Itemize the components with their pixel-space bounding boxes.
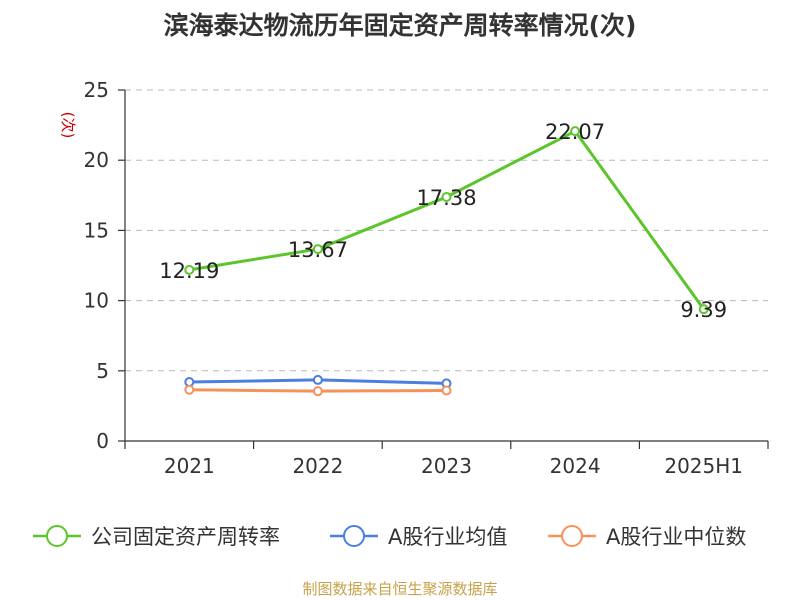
legend-label: 公司固定资产周转率 <box>91 525 280 549</box>
y-tick-label: 25 <box>84 78 109 102</box>
legend-marker <box>561 525 583 547</box>
data-label: 12.19 <box>159 259 219 283</box>
data-point <box>184 384 195 395</box>
data-label: 17.38 <box>416 186 476 210</box>
legend-marker <box>46 525 68 547</box>
x-tick-label: 2023 <box>421 454 472 478</box>
data-label: 13.67 <box>288 238 348 262</box>
x-tick-label: 2022 <box>292 454 343 478</box>
data-point <box>312 374 323 385</box>
data-point <box>184 264 195 275</box>
data-point <box>570 126 581 137</box>
data-point <box>441 191 452 202</box>
data-point <box>698 304 709 315</box>
data-point <box>441 385 452 396</box>
y-tick-label: 20 <box>84 148 109 172</box>
axes: 0 5 10 15 20 25 (次) 2021 2022 2023 2024 2025H1 <box>59 78 769 478</box>
source-note: 制图数据来自恒生聚源数据库 <box>302 580 498 598</box>
data-labels: 12.19 13.67 17.38 22.07 9.39 <box>159 120 727 322</box>
y-tick-label: 15 <box>84 218 109 242</box>
chart-title: 滨海泰达物流历年固定资产周转率情况(次) <box>163 11 637 40</box>
data-point <box>312 386 323 397</box>
series-layer <box>184 126 709 397</box>
legend-label: A股行业均值 <box>388 525 507 549</box>
y-tick-label: 5 <box>96 359 109 383</box>
data-label: 9.39 <box>680 298 727 322</box>
grid-lines <box>125 89 768 372</box>
x-tick-label: 2024 <box>550 454 601 478</box>
legend-label: A股行业中位数 <box>606 525 746 549</box>
legend-marker <box>343 525 365 547</box>
legend: 公司固定资产周转率 A股行业均值 A股行业中位数 <box>33 525 746 549</box>
y-tick-label: 0 <box>96 429 109 453</box>
y-tick-label: 10 <box>84 289 109 313</box>
data-label: 22.07 <box>545 120 605 144</box>
x-tick-label: 2021 <box>164 454 215 478</box>
x-tick-label: 2025H1 <box>664 454 743 478</box>
data-point <box>312 244 323 255</box>
series-line-0 <box>189 129 705 311</box>
y-axis-label: (次) <box>59 112 77 139</box>
